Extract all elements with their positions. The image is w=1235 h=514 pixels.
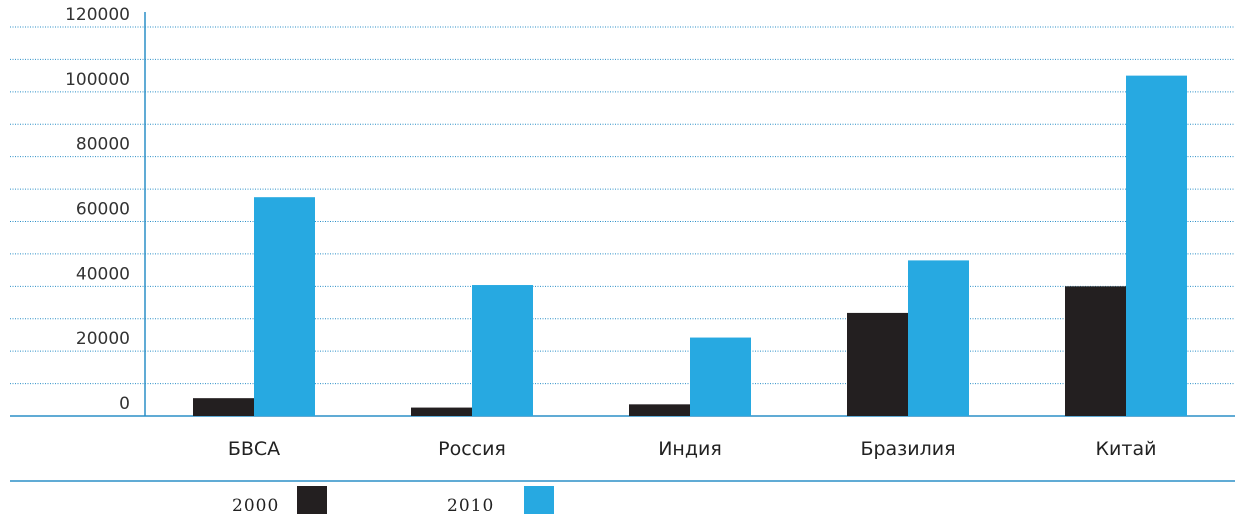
bar-2000 [629,404,690,416]
legend: 2000 2010 [232,486,554,514]
bar-2000 [847,312,908,416]
legend-label-2010: 2010 [447,496,494,514]
y-tick-label: 100000 [65,70,130,90]
bar-2000 [411,407,472,416]
legend-label-2000: 2000 [232,496,279,514]
bar-2010 [1126,75,1187,416]
bars [193,75,1187,416]
category-label: Китай [1096,438,1157,460]
category-label: Россия [438,438,506,460]
y-tick-label: 20000 [76,329,130,349]
y-axis-ticks: 0 20000 40000 60000 80000 100000 120000 [65,5,130,414]
category-label: Индия [658,438,722,460]
bar-2000 [193,398,254,416]
category-label: Бразилия [860,438,955,460]
bar-2010 [690,337,751,416]
gridlines [10,26,1235,385]
bar-2000 [1065,286,1126,416]
bar-2010 [254,197,315,416]
legend-swatch-2000 [297,486,327,514]
bar-2010 [472,285,533,416]
y-tick-label: 80000 [76,135,130,155]
y-tick-label: 120000 [65,5,130,25]
y-tick-label: 0 [119,394,130,414]
legend-swatch-2010 [524,486,554,514]
category-label: БВСА [228,438,280,460]
bar-2010 [908,260,969,416]
y-tick-label: 60000 [76,200,130,220]
y-tick-label: 40000 [76,264,130,284]
category-labels: БВСА Россия Индия Бразилия Китай [228,438,1157,460]
